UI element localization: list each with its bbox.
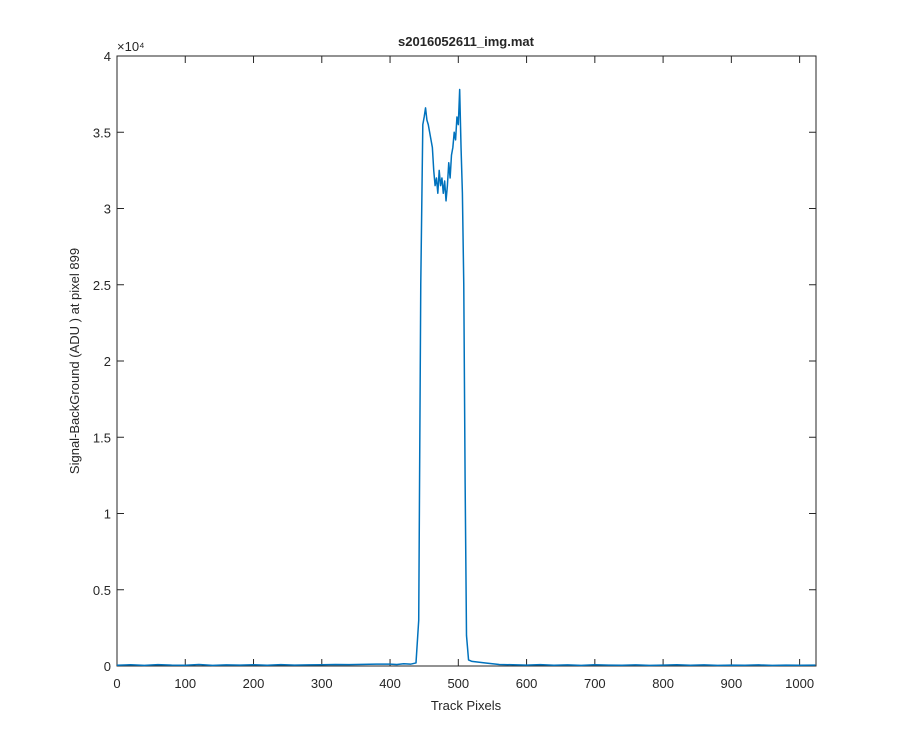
x-tick-label: 0 bbox=[113, 676, 120, 691]
x-tick-label: 600 bbox=[516, 676, 538, 691]
x-tick-label: 400 bbox=[379, 676, 401, 691]
y-tick-label: 2.5 bbox=[93, 278, 111, 293]
chart-title: s2016052611_img.mat bbox=[398, 34, 535, 49]
x-tick-label: 100 bbox=[174, 676, 196, 691]
data-line bbox=[116, 88, 816, 667]
y-scale-label: ×10⁴ bbox=[117, 39, 145, 54]
y-tick-label: 1.5 bbox=[93, 430, 111, 445]
x-tick-label: 300 bbox=[311, 676, 333, 691]
x-tick-label: 900 bbox=[721, 676, 743, 691]
x-tick-label: 1000 bbox=[785, 676, 814, 691]
y-tick-label: 2 bbox=[104, 354, 111, 369]
y-tick-label: 0 bbox=[104, 659, 111, 674]
y-tick-label: 1 bbox=[104, 507, 111, 522]
y-axis-label: Signal-BackGround (ADU ) at pixel 899 bbox=[67, 248, 82, 474]
x-tick-label: 800 bbox=[652, 676, 674, 691]
x-tick-label: 500 bbox=[447, 676, 469, 691]
x-axis-label: Track Pixels bbox=[431, 698, 502, 713]
x-tick-label: 700 bbox=[584, 676, 606, 691]
y-tick-label: 0.5 bbox=[93, 583, 111, 598]
x-tick-label: 200 bbox=[243, 676, 265, 691]
y-tick-label: 3 bbox=[104, 202, 111, 217]
y-tick-label: 4 bbox=[104, 49, 111, 64]
y-tick-label: 3.5 bbox=[93, 125, 111, 140]
